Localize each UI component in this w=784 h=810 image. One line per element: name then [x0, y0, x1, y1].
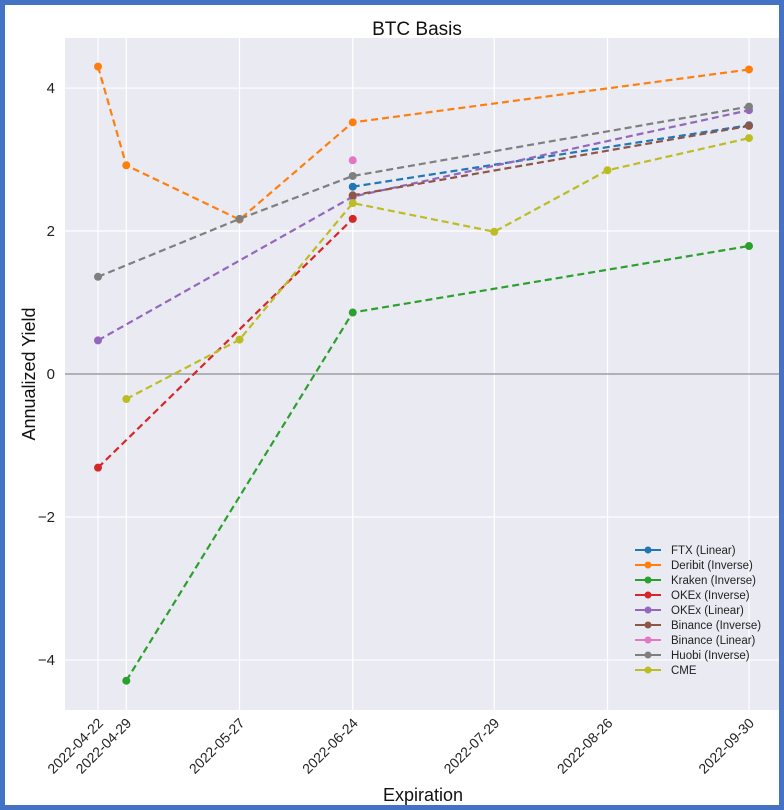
data-point: [745, 121, 753, 130]
y-tick-label: 0: [47, 366, 55, 383]
legend-swatch-marker: [644, 621, 652, 629]
legend-swatch-marker: [644, 606, 652, 614]
data-point: [745, 242, 753, 251]
y-tick-label: −4: [38, 652, 55, 669]
x-axis-title: Expiration: [383, 785, 463, 805]
legend-item: Kraken (Inverse): [635, 575, 756, 587]
data-point: [348, 182, 357, 191]
x-tick-label: 2022-07-29: [440, 715, 502, 777]
y-tick-label: −2: [38, 509, 55, 526]
legend-label: Kraken (Inverse): [671, 575, 756, 587]
data-point: [122, 161, 131, 170]
series-line: [352, 124, 750, 188]
series-line: [96, 66, 750, 221]
series-3: [94, 214, 357, 472]
data-point: [348, 156, 357, 165]
legend-item: Binance (Linear): [635, 635, 756, 647]
data-point: [122, 395, 131, 404]
series-6: [348, 156, 357, 165]
grid: [65, 38, 779, 710]
legend-label: OKEx (Linear): [671, 605, 744, 617]
data-point: [490, 227, 499, 236]
legend-item: Deribit (Inverse): [635, 560, 753, 572]
series-line: [97, 218, 354, 469]
legend-item: CME: [635, 665, 697, 677]
legend-swatch-marker: [644, 561, 652, 569]
series-group: [94, 62, 753, 685]
data-point: [348, 118, 357, 127]
legend-item: FTX (Linear): [635, 545, 736, 557]
data-point: [94, 272, 102, 281]
series-8: [122, 134, 753, 404]
data-point: [745, 65, 753, 74]
legend-swatch-marker: [644, 651, 652, 659]
x-tick-label: 2022-08-26: [554, 715, 616, 777]
chart-title: BTC Basis: [372, 19, 462, 40]
series-line: [352, 124, 750, 197]
y-tick-label: 2: [47, 223, 55, 240]
legend-label: Binance (Linear): [671, 635, 756, 647]
x-tick-label: 2022-06-24: [299, 715, 361, 777]
series-line: [97, 105, 750, 278]
legend-label: OKEx (Inverse): [671, 590, 750, 602]
x-tick-label: 2022-09-30: [695, 715, 757, 777]
data-point: [348, 191, 357, 200]
legend-label: Huobi (Inverse): [671, 650, 750, 662]
data-point: [94, 62, 102, 71]
series-7: [94, 102, 753, 281]
y-axis-title: Annualized Yield: [19, 307, 39, 440]
legend-swatch-marker: [644, 666, 652, 674]
legend-label: Deribit (Inverse): [671, 560, 753, 572]
data-point: [348, 308, 357, 317]
y-tick-label: 4: [47, 80, 55, 97]
series-line: [125, 137, 750, 400]
data-point: [348, 214, 357, 223]
data-point: [235, 335, 244, 344]
data-point: [348, 199, 357, 208]
series-5: [348, 121, 753, 200]
legend-swatch-marker: [644, 591, 652, 599]
data-point: [94, 336, 102, 345]
legend-swatch-marker: [644, 636, 652, 644]
legend: FTX (Linear) Deribit (Inverse) Kraken (Inv…: [635, 545, 761, 677]
legend-item: OKEx (Linear): [635, 605, 744, 617]
series-2: [122, 242, 753, 685]
data-point: [94, 463, 102, 472]
data-point: [122, 676, 131, 685]
data-point: [348, 171, 357, 180]
legend-label: Binance (Inverse): [671, 620, 761, 632]
data-point: [745, 102, 753, 111]
data-point: [745, 134, 753, 143]
data-point: [235, 214, 244, 223]
legend-label: FTX (Linear): [671, 545, 736, 557]
x-tick-label: 2022-05-27: [186, 715, 248, 777]
legend-swatch-marker: [644, 576, 652, 584]
legend-swatch-marker: [644, 546, 652, 554]
legend-item: OKEx (Inverse): [635, 590, 750, 602]
legend-item: Binance (Inverse): [635, 620, 761, 632]
data-point: [603, 166, 612, 175]
legend-item: Huobi (Inverse): [635, 650, 750, 662]
legend-label: CME: [671, 665, 697, 677]
